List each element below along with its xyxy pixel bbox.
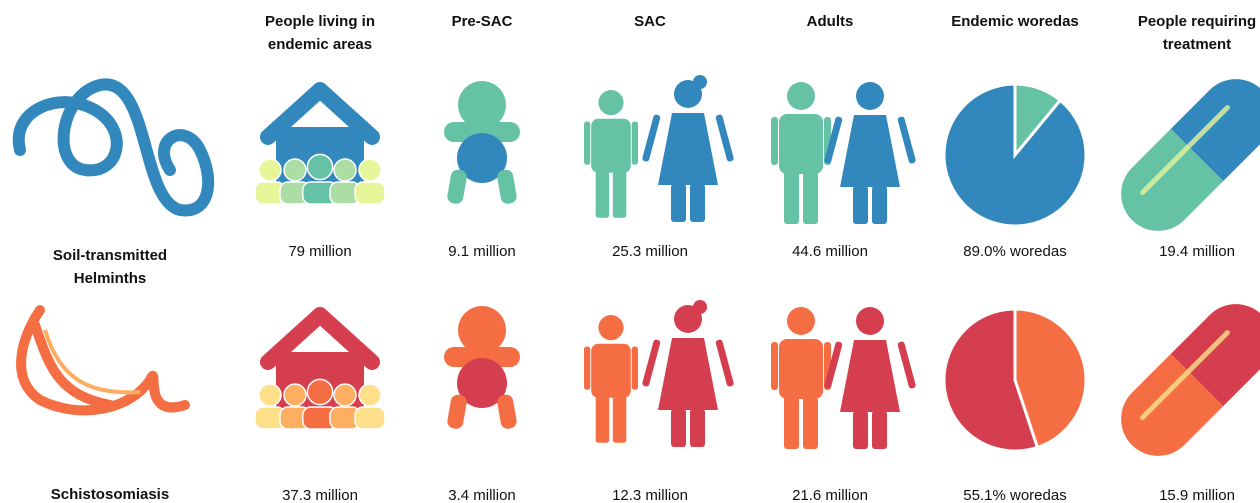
torso [779, 339, 823, 399]
value-label: 25.3 million [565, 240, 735, 263]
leg [690, 409, 705, 447]
baby-leg [496, 169, 518, 205]
dress [658, 113, 718, 185]
crowd-head [334, 384, 356, 406]
leg [596, 171, 610, 218]
crowd-head [284, 384, 306, 406]
value-label: 9.1 million [397, 240, 567, 263]
arm [584, 122, 590, 165]
baby-head [458, 306, 506, 354]
arm [897, 341, 916, 389]
torso [591, 344, 631, 398]
adult-figure [824, 307, 917, 449]
head [598, 90, 623, 115]
hair-bun [693, 300, 707, 314]
column-header: Pre-SAC [407, 10, 557, 33]
leg [853, 411, 868, 449]
column-header: People requiring treatment [1122, 10, 1260, 56]
baby-leg [446, 169, 468, 205]
crowd-head [307, 154, 332, 179]
pill-icon [1106, 289, 1260, 471]
infographic: People living in endemic areas Pre-SAC SAC… [0, 0, 1260, 503]
child-figure [584, 90, 638, 218]
crowd-head [307, 379, 332, 404]
leg [613, 171, 627, 218]
leg [803, 172, 818, 224]
leg [803, 397, 818, 449]
crowd-body [355, 182, 385, 204]
torso [779, 114, 823, 174]
value-label: 19.4 million [1112, 240, 1260, 263]
column-header: Endemic woredas [940, 10, 1090, 33]
value-label: 3.4 million [397, 484, 567, 503]
crowd-head [334, 159, 356, 181]
value-label: 55.1% woredas [930, 484, 1100, 503]
adult-figure [771, 307, 831, 449]
leg [872, 411, 887, 449]
pie-slice [944, 84, 1086, 226]
child-figure [642, 75, 735, 222]
dress [658, 338, 718, 410]
baby-head [458, 81, 506, 129]
arm [632, 347, 638, 390]
arm [632, 122, 638, 165]
arm [771, 342, 778, 390]
head [787, 82, 815, 110]
row-name: Soil-transmitted Helminths [25, 244, 195, 290]
dress [840, 340, 900, 412]
arm [715, 339, 734, 387]
child-figure [642, 300, 735, 447]
head [598, 315, 623, 340]
crowd-head [359, 159, 381, 181]
row-name: Schistosomiasis [25, 483, 195, 503]
adult-figure [824, 82, 917, 224]
leg [853, 186, 868, 224]
baby-leg [496, 394, 518, 430]
crowd-head [284, 159, 306, 181]
value-label: 15.9 million [1112, 484, 1260, 503]
crowd-head [259, 384, 281, 406]
worm-icon [19, 84, 208, 210]
crowd-head [359, 384, 381, 406]
value-label: 44.6 million [745, 240, 915, 263]
value-label: 37.3 million [235, 484, 405, 503]
baby-leg [446, 394, 468, 430]
adult-figure [771, 82, 831, 224]
value-label: 79 million [235, 240, 405, 263]
leg [784, 172, 799, 224]
arm [771, 117, 778, 165]
crowd-head [259, 159, 281, 181]
head [856, 307, 884, 335]
value-label: 89.0% woredas [930, 240, 1100, 263]
leg [690, 184, 705, 222]
value-label: 12.3 million [565, 484, 735, 503]
child-figure [584, 315, 638, 443]
dress [840, 115, 900, 187]
value-label: 21.6 million [745, 484, 915, 503]
leg [784, 397, 799, 449]
arm [584, 347, 590, 390]
worm-icon [21, 310, 185, 410]
arm [715, 114, 734, 162]
column-header: Adults [755, 10, 905, 33]
leg [671, 409, 686, 447]
leg [671, 184, 686, 222]
arm [642, 339, 661, 387]
column-header: People living in endemic areas [245, 10, 395, 56]
pill-icon [1106, 64, 1260, 246]
arm [642, 114, 661, 162]
hair-bun [693, 75, 707, 89]
crowd-body [355, 407, 385, 429]
head [856, 82, 884, 110]
leg [872, 186, 887, 224]
leg [613, 396, 627, 443]
torso [591, 119, 631, 173]
leg [596, 396, 610, 443]
arm [897, 116, 916, 164]
head [787, 307, 815, 335]
column-header: SAC [575, 10, 725, 33]
